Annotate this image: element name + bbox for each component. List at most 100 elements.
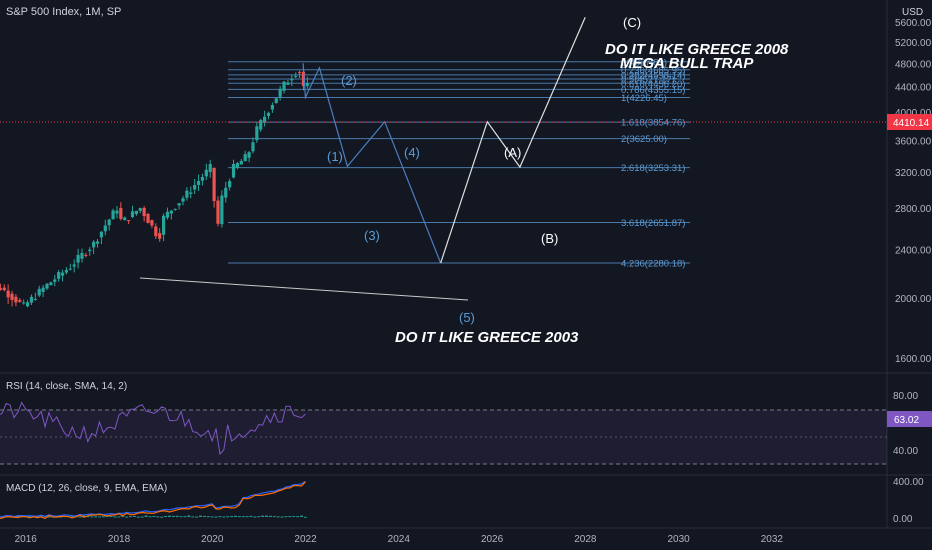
candle-body [224, 187, 228, 198]
candle-body [255, 126, 259, 141]
macd-bar [303, 516, 307, 518]
candle-body [45, 283, 49, 289]
candle-body [181, 198, 185, 202]
wave-projection-correction[interactable] [440, 17, 586, 264]
fib-level-label: 0.786(4355.15) [621, 85, 685, 96]
macd-bar [160, 516, 164, 518]
candle-body [278, 88, 282, 97]
macd-bar [300, 515, 304, 517]
macd-bar [253, 516, 257, 518]
macd-bar [82, 515, 86, 517]
macd-bar [164, 516, 168, 518]
macd-bar [129, 516, 133, 518]
candle-body [185, 190, 189, 198]
candle-body [263, 116, 267, 123]
candle-body [173, 208, 177, 210]
price-candles [0, 70, 309, 308]
macd-bar [90, 516, 94, 518]
macd-bar [183, 516, 187, 518]
candle-body [301, 71, 306, 87]
annotation-bull-trap[interactable]: MEGA BULL TRAP [620, 55, 754, 72]
candle-body [130, 211, 135, 218]
candle-body [208, 164, 212, 173]
macd-title[interactable]: MACD (12, 26, close, 9, EMA, EMA) [6, 483, 167, 494]
macd-bar [148, 516, 152, 518]
time-tick-label: 2016 [15, 534, 38, 545]
candle-body [72, 264, 76, 267]
price-tick-label: 5600.00 [895, 18, 932, 29]
fib-level-label: 4.236(2280.18) [621, 258, 685, 269]
candle-body [88, 249, 92, 252]
price-tick-label: 4400.00 [895, 83, 932, 94]
rsi-tick-40: 40.00 [893, 446, 918, 457]
candle-body [41, 287, 45, 292]
macd-bar [241, 516, 245, 518]
rsi-line [0, 401, 306, 456]
time-axis[interactable]: 2016 2018 2020 2022 2024 2026 2028 2030 2032 [15, 534, 784, 545]
macd-bar [28, 515, 32, 517]
price-axis[interactable]: 5600.00 5200.00 4800.00 4400.00 4000.00 3600.… [895, 18, 932, 365]
macd-bar [199, 515, 202, 517]
candle-body [216, 200, 220, 224]
macd-bar [16, 515, 20, 517]
candle-body [142, 207, 146, 217]
macd-line [0, 480, 306, 518]
candle-body [0, 288, 2, 290]
candle-body [200, 176, 205, 181]
macd-bar [233, 515, 237, 517]
macd-bar [218, 516, 222, 518]
macd-bar [245, 516, 249, 518]
candle-body [103, 225, 107, 232]
macd-bar [97, 516, 101, 518]
macd-histogram [0, 515, 307, 518]
annotation-greece-2008[interactable]: DO IT LIKE GREECE 2008 [605, 41, 789, 58]
time-tick-label: 2024 [388, 534, 411, 545]
macd-bar [195, 516, 199, 518]
macd-bar [284, 516, 288, 518]
candle-body [60, 272, 65, 276]
macd-bar [237, 516, 241, 518]
macd-bar [117, 516, 121, 518]
candle-body [228, 181, 232, 188]
time-tick-label: 2030 [667, 534, 690, 545]
rsi-title[interactable]: RSI (14, close, SMA, 14, 2) [6, 381, 127, 392]
macd-bar [210, 516, 214, 518]
last-price-value: 4410.14 [893, 118, 930, 129]
candle-body [243, 154, 247, 162]
macd-bar [144, 515, 148, 517]
macd-bar [113, 516, 117, 518]
candle-body [290, 79, 294, 81]
annotation-greece-2003[interactable]: DO IT LIKE GREECE 2003 [395, 329, 579, 346]
candle-body [99, 231, 104, 238]
macd-bar [191, 516, 195, 518]
price-tick-label: 2000.00 [895, 294, 932, 305]
candle-body [251, 142, 255, 152]
candle-body [53, 279, 57, 282]
candle-body [193, 184, 197, 190]
macd-bar [78, 516, 82, 518]
price-tick-label: 4000.00 [895, 108, 932, 119]
macd-bar [132, 515, 136, 517]
fib-level-label: 0.236(4685.95) [621, 65, 685, 76]
fib-extension[interactable]: 0(4827.89)0.236(4685.95)0.382(4598.14)0.… [228, 57, 690, 269]
wave-projection-impulse[interactable] [302, 63, 442, 264]
macd-bar [265, 515, 269, 517]
price-tick-label: 2400.00 [895, 245, 932, 256]
price-tick-label: 5200.00 [895, 38, 932, 49]
macd-bar [187, 515, 191, 517]
wave-label-5: (5) [459, 310, 475, 325]
support-trendline[interactable] [139, 277, 469, 301]
symbol-title[interactable]: S&P 500 Index, 1M, SP [6, 6, 121, 18]
macd-bar [288, 516, 292, 518]
candle-body [111, 210, 115, 220]
macd-bar [109, 516, 113, 518]
macd-bar [226, 516, 230, 518]
fib-level-label: 0.382(4598.14) [621, 70, 685, 81]
time-tick-label: 2026 [481, 534, 504, 545]
candle-body [2, 287, 6, 291]
candle-body [212, 167, 216, 202]
candle-body [33, 298, 37, 300]
wave-label-b: (B) [541, 231, 558, 246]
macd-bar [171, 515, 175, 517]
